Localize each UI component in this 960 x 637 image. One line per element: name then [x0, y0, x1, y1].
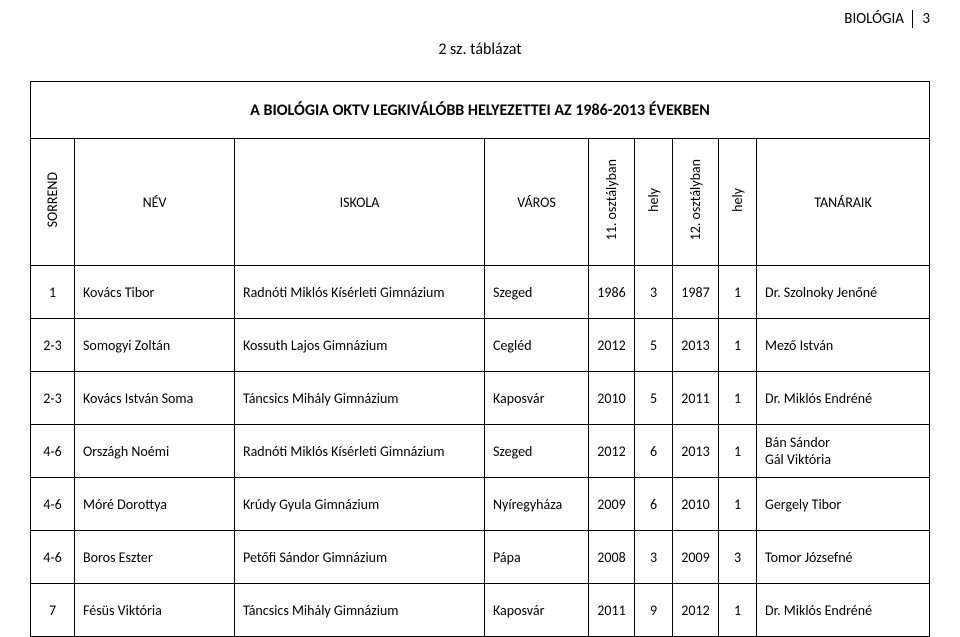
- cell-hely-11: 5: [635, 319, 673, 372]
- cell-nev: Fésüs Viktória: [75, 584, 235, 637]
- cell-iskola: Petőfi Sándor Gimnázium: [235, 531, 485, 584]
- teacher-name: Tomor Józsefné: [765, 549, 923, 566]
- cell-iskola: Radnóti Miklós Kísérleti Gimnázium: [235, 425, 485, 478]
- cell-hely-12: 1: [719, 372, 757, 425]
- cell-varos: Szeged: [485, 425, 589, 478]
- cell-hely-11: 9: [635, 584, 673, 637]
- col-header-varos: VÁROS: [485, 139, 589, 266]
- subject-label: BIOLÓGIA: [844, 10, 913, 28]
- cell-year-12: 2013: [673, 425, 719, 478]
- cell-sorrend: 4-6: [31, 478, 75, 531]
- cell-year-12: 2013: [673, 319, 719, 372]
- cell-nev: Somogyi Zoltán: [75, 319, 235, 372]
- table-header-row: SORREND NÉV ISKOLA VÁROS 11. osztályban …: [31, 139, 930, 266]
- cell-nev: Országh Noémi: [75, 425, 235, 478]
- cell-tanaraik: Mező István: [757, 319, 930, 372]
- cell-hely-11: 5: [635, 372, 673, 425]
- cell-hely-11: 6: [635, 478, 673, 531]
- cell-nev: Kovács Tibor: [75, 266, 235, 319]
- cell-year-12: 1987: [673, 266, 719, 319]
- col-header-iskola: ISKOLA: [235, 139, 485, 266]
- results-table: A BIOLÓGIA OKTV LEGKIVÁLÓBB HELYEZETTEI …: [30, 81, 930, 637]
- cell-hely-11: 3: [635, 266, 673, 319]
- teacher-name: Gergely Tibor: [765, 496, 923, 513]
- cell-tanaraik: Gergely Tibor: [757, 478, 930, 531]
- cell-hely-12: 1: [719, 478, 757, 531]
- cell-tanaraik: Tomor Józsefné: [757, 531, 930, 584]
- cell-tanaraik: Dr. Szolnoky Jenőné: [757, 266, 930, 319]
- col-header-nev: NÉV: [75, 139, 235, 266]
- cell-year-11: 2012: [589, 319, 635, 372]
- table-row: 2-3Somogyi ZoltánKossuth Lajos Gimnázium…: [31, 319, 930, 372]
- cell-iskola: Radnóti Miklós Kísérleti Gimnázium: [235, 266, 485, 319]
- cell-year-12: 2010: [673, 478, 719, 531]
- cell-sorrend: 2-3: [31, 319, 75, 372]
- cell-tanaraik: Bán SándorGál Viktória: [757, 425, 930, 478]
- cell-hely-12: 1: [719, 584, 757, 637]
- cell-hely-12: 3: [719, 531, 757, 584]
- teacher-name: Mező István: [765, 337, 923, 354]
- cell-iskola: Táncsics Mihály Gimnázium: [235, 372, 485, 425]
- table-row: 4-6Boros EszterPetőfi Sándor GimnáziumPá…: [31, 531, 930, 584]
- cell-nev: Kovács István Soma: [75, 372, 235, 425]
- cell-sorrend: 1: [31, 266, 75, 319]
- cell-year-12: 2011: [673, 372, 719, 425]
- cell-year-11: 2011: [589, 584, 635, 637]
- teacher-name: Dr. Miklós Endréné: [765, 602, 923, 619]
- cell-hely-12: 1: [719, 319, 757, 372]
- cell-sorrend: 4-6: [31, 425, 75, 478]
- cell-year-12: 2012: [673, 584, 719, 637]
- cell-year-11: 2012: [589, 425, 635, 478]
- table-row: 7Fésüs ViktóriaTáncsics Mihály Gimnázium…: [31, 584, 930, 637]
- cell-sorrend: 4-6: [31, 531, 75, 584]
- cell-varos: Kaposvár: [485, 372, 589, 425]
- cell-nev: Móré Dorottya: [75, 478, 235, 531]
- cell-varos: Kaposvár: [485, 584, 589, 637]
- teacher-name: Gál Viktória: [765, 451, 923, 468]
- page-header-right: BIOLÓGIA 3: [844, 10, 930, 28]
- cell-iskola: Krúdy Gyula Gimnázium: [235, 478, 485, 531]
- cell-hely-12: 1: [719, 266, 757, 319]
- cell-iskola: Kossuth Lajos Gimnázium: [235, 319, 485, 372]
- table-row: 1Kovács TiborRadnóti Miklós Kísérleti Gi…: [31, 266, 930, 319]
- cell-hely-12: 1: [719, 425, 757, 478]
- page-number: 3: [922, 10, 930, 28]
- cell-year-12: 2009: [673, 531, 719, 584]
- table-row: 4-6Országh NoémiRadnóti Miklós Kísérleti…: [31, 425, 930, 478]
- cell-varos: Nyíregyháza: [485, 478, 589, 531]
- cell-year-11: 1986: [589, 266, 635, 319]
- table-title-cell: A BIOLÓGIA OKTV LEGKIVÁLÓBB HELYEZETTEI …: [31, 82, 930, 139]
- cell-varos: Pápa: [485, 531, 589, 584]
- cell-iskola: Táncsics Mihály Gimnázium: [235, 584, 485, 637]
- col-header-11-hely: hely: [635, 139, 673, 266]
- col-header-sorrend: SORREND: [31, 139, 75, 266]
- cell-hely-11: 6: [635, 425, 673, 478]
- table-caption: 2 sz. táblázat: [30, 40, 930, 59]
- table-title-row: A BIOLÓGIA OKTV LEGKIVÁLÓBB HELYEZETTEI …: [31, 82, 930, 139]
- teacher-name: Dr. Szolnoky Jenőné: [765, 284, 923, 301]
- cell-year-11: 2010: [589, 372, 635, 425]
- cell-tanaraik: Dr. Miklós Endréné: [757, 584, 930, 637]
- col-header-11-oszt: 11. osztályban: [589, 139, 635, 266]
- table-row: 4-6Móré DorottyaKrúdy Gyula GimnáziumNyí…: [31, 478, 930, 531]
- cell-year-11: 2008: [589, 531, 635, 584]
- cell-varos: Cegléd: [485, 319, 589, 372]
- teacher-name: Dr. Miklós Endréné: [765, 390, 923, 407]
- cell-tanaraik: Dr. Miklós Endréné: [757, 372, 930, 425]
- cell-hely-11: 3: [635, 531, 673, 584]
- col-header-12-hely: hely: [719, 139, 757, 266]
- cell-year-11: 2009: [589, 478, 635, 531]
- teacher-name: Bán Sándor: [765, 434, 923, 451]
- cell-nev: Boros Eszter: [75, 531, 235, 584]
- col-header-tanaraik: TANÁRAIK: [757, 139, 930, 266]
- cell-sorrend: 2-3: [31, 372, 75, 425]
- cell-varos: Szeged: [485, 266, 589, 319]
- cell-sorrend: 7: [31, 584, 75, 637]
- table-row: 2-3Kovács István SomaTáncsics Mihály Gim…: [31, 372, 930, 425]
- col-header-12-oszt: 12. osztályban: [673, 139, 719, 266]
